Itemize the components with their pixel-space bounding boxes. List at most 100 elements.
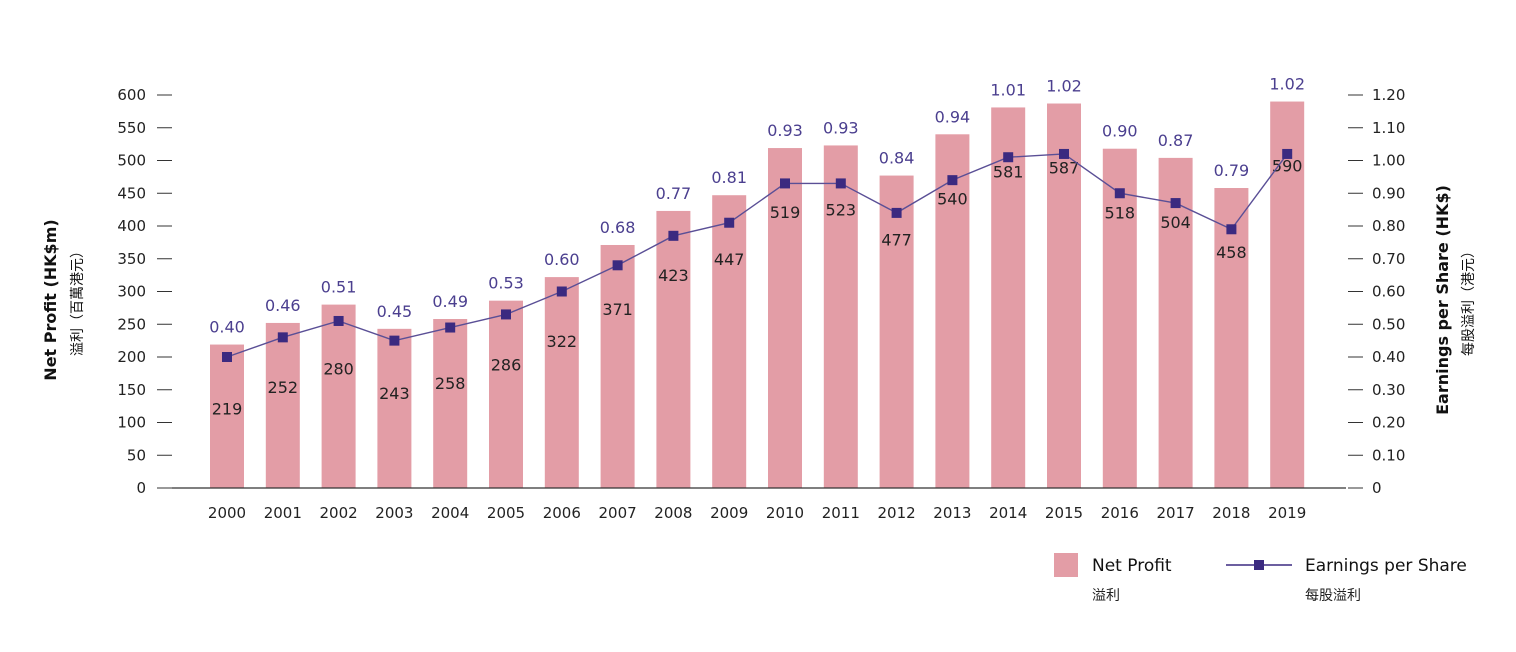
eps-value-label: 0.84 [879,149,915,168]
eps-value-label: 0.87 [1158,131,1194,150]
net-profit-value-label: 523 [826,200,857,219]
x-tick-label: 2007 [599,504,637,522]
eps-marker [1226,224,1237,235]
net-profit-bar [656,210,691,488]
net-profit-value-label: 587 [1049,159,1080,178]
net-profit-bar [1047,103,1081,488]
right-tick-label: 0.70 [1372,250,1405,268]
x-axis: 2000 2001 2002 2003 2004 2005 2006 2007 2008 2009… [172,487,1346,522]
eps-value-label: 0.51 [321,278,357,297]
net-profit-bar [768,148,802,488]
eps-value-label: 1.02 [1046,77,1082,96]
left-tick-label: 200 [117,348,146,366]
net-profit-value-label: 219 [212,400,243,419]
right-tick-label: 1.00 [1372,152,1405,170]
x-tick-label: 2019 [1268,504,1306,522]
right-y-axis: 0 0.10 0.20 0.30 0.40 0.50 0.60 0.70 0.80 0.90 1.0… [1348,86,1405,497]
net-profit-value-label: 280 [323,360,354,379]
eps-value-label: 0.53 [488,274,524,293]
net-profit-value-label: 581 [993,162,1024,181]
eps-value-label: 0.94 [935,107,971,126]
eps-marker [556,286,567,297]
legend-bar-swatch [1054,553,1078,577]
right-tick-label: 1.10 [1372,119,1405,137]
eps-marker [1282,148,1293,159]
left-tick-label: 500 [117,152,146,170]
eps-marker [724,217,735,228]
x-tick-label: 2018 [1212,504,1250,522]
eps-value-label: 0.93 [767,121,803,140]
eps-marker [835,178,846,189]
right-tick-label: 0.30 [1372,381,1405,399]
net-profit-bar [935,134,970,489]
legend-net-profit-label: Net Profit [1092,556,1172,576]
right-axis-title: Earnings per Share (HK$) [1433,185,1452,415]
x-tick-label: 2006 [543,504,581,522]
eps-marker [612,260,623,271]
eps-marker [1059,148,1069,159]
x-tick-label: 2004 [431,504,469,522]
net-profit-value-labels: 219 252 280 243 258 286 322 371 423 447 519 523 477 5… [212,157,1303,419]
net-profit-bar [600,244,635,488]
left-axis-title: Net Profit (HK$m) [41,219,60,380]
net-profit-value-label: 458 [1216,243,1247,262]
eps-value-label: 0.90 [1102,122,1138,141]
left-tick-label: 0 [136,479,146,497]
x-tick-label: 2015 [1045,504,1083,522]
right-tick-label: 0.90 [1372,184,1405,202]
legend-eps-label: Earnings per Share [1305,556,1467,576]
net-profit-bar [1214,188,1249,488]
x-tick-label: 2010 [766,504,804,522]
right-tick-label: 0.60 [1372,283,1405,301]
legend-net-profit-sub: 溢利 [1092,588,1120,604]
net-profit-value-label: 540 [937,189,968,208]
net-profit-bar [489,300,523,488]
eps-marker [780,178,790,189]
left-tick-label: 300 [117,283,146,301]
x-tick-label: 2008 [654,504,692,522]
net-profit-value-label: 286 [491,356,522,375]
right-axis-subtitle: 每股溢利（港元） [1461,244,1477,356]
eps-marker [222,352,232,362]
left-axis-subtitle: 溢利（百萬港元） [70,244,86,356]
net-profit-value-label: 519 [770,203,801,222]
eps-marker [1170,198,1181,209]
net-profit-bar [433,319,468,488]
legend-eps-sub: 每股溢利 [1305,588,1361,604]
left-tick-label: 50 [127,446,146,464]
net-profit-bars [210,101,1305,489]
x-tick-label: 2005 [487,504,525,522]
x-tick-label: 2001 [264,504,302,522]
eps-marker [333,315,344,326]
eps-marker [947,175,958,186]
eps-value-label: 1.02 [1269,75,1305,94]
net-profit-value-label: 590 [1272,157,1303,176]
left-tick-label: 550 [117,119,146,137]
eps-value-label: 1.01 [990,80,1026,99]
net-profit-value-label: 252 [268,378,299,397]
eps-value-label: 0.77 [656,184,692,203]
x-tick-label: 2002 [320,504,358,522]
net-profit-value-label: 423 [658,266,689,285]
right-tick-label: 0.10 [1372,446,1405,464]
x-tick-label: 2011 [822,504,860,522]
x-tick-label: 2009 [710,504,748,522]
eps-value-label: 0.46 [265,296,301,315]
eps-marker [668,230,679,241]
right-tick-label: 0.50 [1372,315,1405,333]
net-profit-bar [879,175,914,488]
eps-line-series [222,148,1293,362]
net-profit-bar [1102,148,1137,488]
eps-marker [1114,188,1125,199]
eps-marker [891,207,902,218]
x-tick-label: 2013 [933,504,971,522]
legend: Net Profit 溢利 Earnings per Share 每股溢利 [1054,553,1467,604]
eps-value-label: 0.45 [377,302,413,321]
eps-marker [1003,152,1014,163]
x-tick-label: 2003 [375,504,413,522]
left-y-axis: 0 50 100 150 200 250 300 350 400 450 500 550 600 [117,86,172,497]
eps-value-label: 0.81 [711,168,747,187]
net-profit-bar [210,344,244,488]
x-tick-label: 2000 [208,504,246,522]
